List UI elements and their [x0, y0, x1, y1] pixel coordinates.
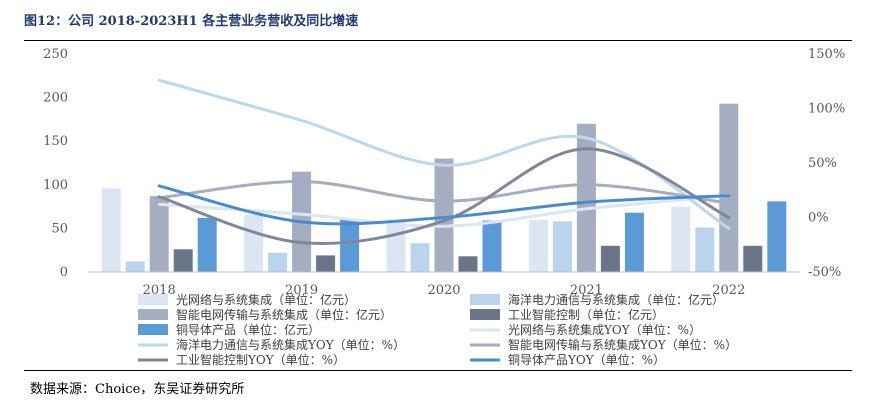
- bar-4-2022: [743, 245, 763, 272]
- source-note: 数据来源：Choice，东吴证券研究所: [30, 382, 245, 397]
- yoy-line-3: [157, 179, 731, 205]
- legend-label: 铜导体产品（单位：亿元）: [176, 322, 320, 337]
- legend-swatch-bar: [470, 294, 500, 305]
- y-right-tick-label: 50%: [808, 156, 837, 171]
- bar-1-2020: [386, 219, 406, 272]
- top-rule: [24, 40, 852, 41]
- bar-2-2022: [695, 227, 715, 272]
- legend-label: 海洋电力通信与系统集成YOY（单位：%）: [176, 337, 405, 352]
- legend-label: 光网络与系统集成（单位：亿元）: [176, 292, 356, 307]
- legend-label: 工业智能控制YOY（单位：%）: [176, 352, 345, 367]
- bar-3-2021: [576, 123, 596, 272]
- x-tick-label: 2021: [570, 283, 603, 298]
- bar-4-2020: [458, 256, 478, 272]
- y-left-tick-label: 50: [51, 221, 68, 236]
- bar-1-2018: [101, 188, 121, 272]
- bar-2-2019: [268, 252, 288, 272]
- bar-5-2019: [340, 219, 360, 272]
- legend-label: 铜导体产品YOY（单位：%）: [508, 352, 665, 367]
- legend-label: 智能电网传输与系统集成（单位：亿元）: [176, 307, 392, 322]
- bar-4-2019: [316, 255, 336, 272]
- bar-1-2022: [671, 206, 691, 272]
- bar-5-2022: [767, 201, 787, 272]
- bottom-rule: [24, 370, 852, 371]
- yoy-line-1: [157, 194, 731, 228]
- bar-5-2021: [624, 212, 644, 272]
- y-right-tick-label: 150%: [808, 47, 845, 62]
- figure-title: 图12：公司 2018-2023H1 各主营业务营收及同比增速: [24, 14, 359, 29]
- bar-1-2019: [244, 214, 264, 272]
- legend-swatch-bar: [470, 309, 500, 320]
- legend-label: 海洋电力通信与系统集成（单位：亿元）: [508, 292, 724, 307]
- legend-swatch-bar: [138, 294, 168, 305]
- bar-5-2020: [482, 220, 502, 272]
- legend-swatch-bar: [138, 324, 168, 335]
- y-right-tick-label: 0%: [808, 211, 829, 226]
- yoy-line-5: [157, 184, 731, 226]
- bar-2-2018: [125, 261, 145, 272]
- y-right-tick-label: 100%: [808, 102, 845, 117]
- legend-swatch-bar: [138, 309, 168, 320]
- y-left-tick-label: 200: [43, 91, 68, 106]
- y-left-tick-label: 150: [43, 134, 68, 149]
- x-tick-label: 2022: [712, 283, 745, 298]
- x-tick-label: 2019: [285, 283, 318, 298]
- legend-label: 智能电网传输与系统集成YOY（单位：%）: [508, 337, 737, 352]
- bar-1-2021: [528, 219, 548, 272]
- y-left-tick-label: 250: [43, 47, 68, 62]
- bar-2-2020: [410, 243, 430, 272]
- bar-4-2021: [600, 245, 620, 272]
- y-left-tick-label: 100: [43, 178, 68, 193]
- yoy-line-4: [157, 147, 731, 245]
- legend-label: 光网络与系统集成YOY（单位：%）: [508, 322, 701, 337]
- bar-2-2021: [552, 221, 572, 272]
- y-right-tick-label: -50%: [808, 265, 841, 280]
- bar-3-2022: [719, 103, 739, 272]
- bar-4-2018: [173, 249, 193, 272]
- y-left-tick-label: 0: [60, 265, 68, 280]
- x-tick-label: 2020: [427, 283, 460, 298]
- bar-3-2020: [434, 158, 454, 272]
- bar-5-2018: [197, 217, 217, 272]
- bar-3-2018: [149, 196, 169, 272]
- legend-label: 工业智能控制（单位：亿元）: [508, 307, 664, 322]
